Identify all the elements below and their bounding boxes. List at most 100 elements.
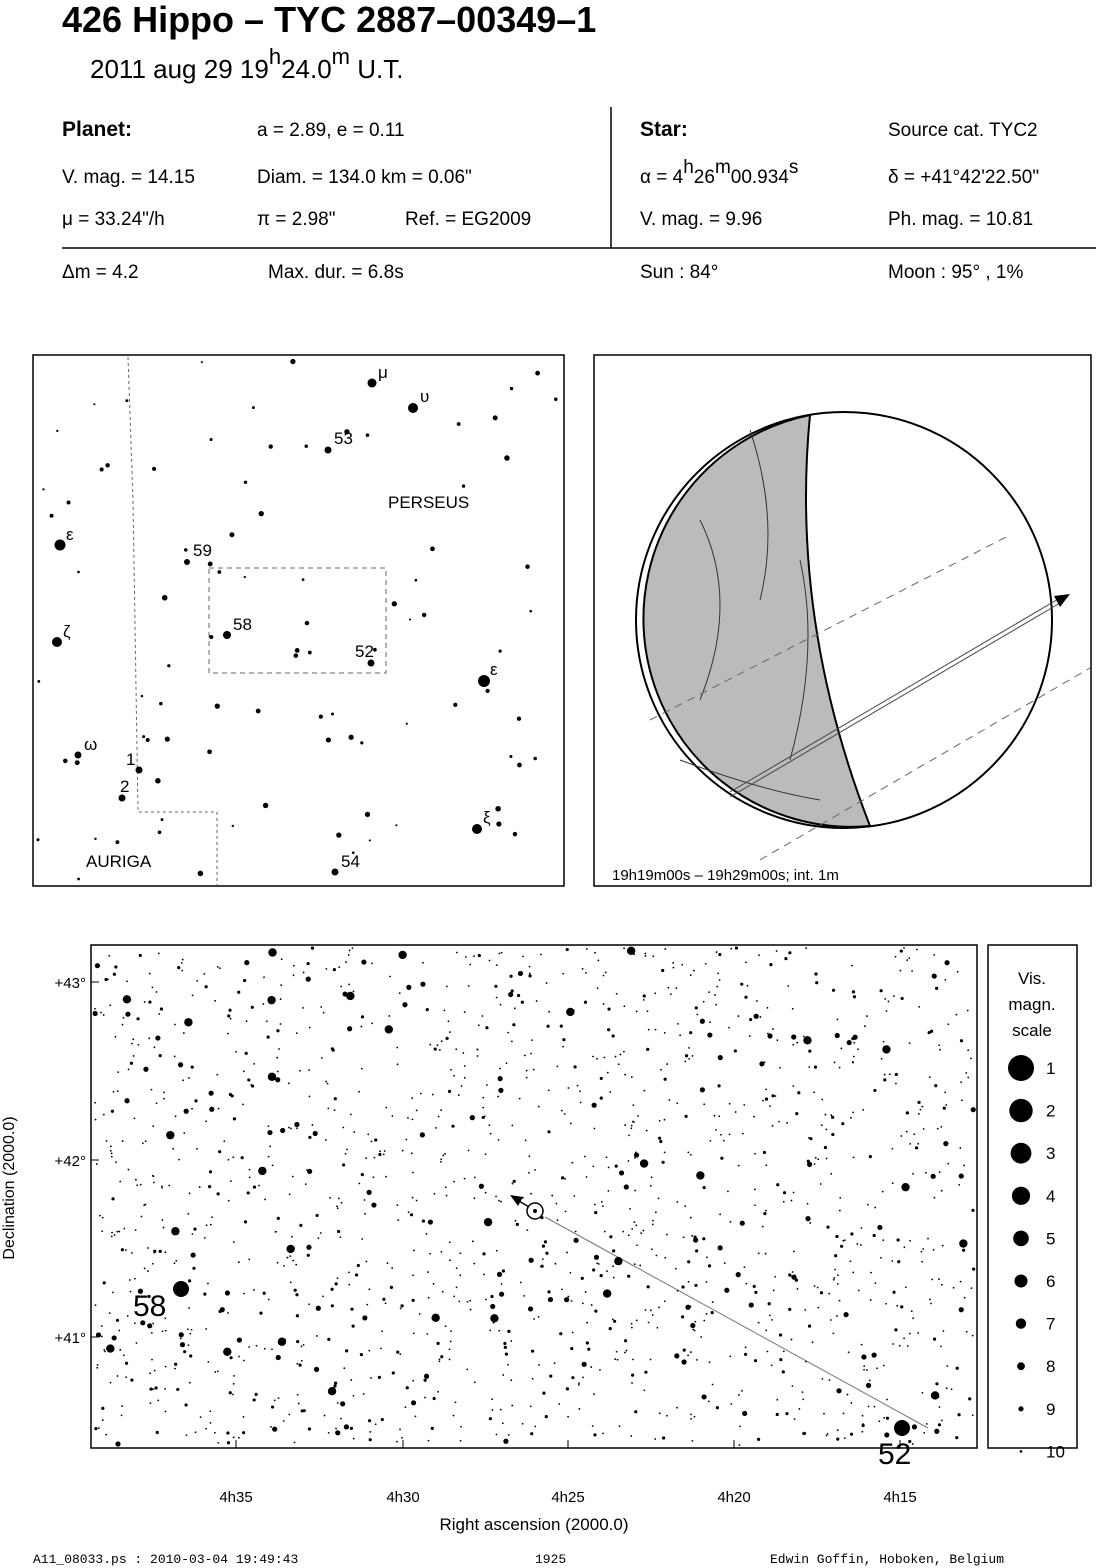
star — [623, 1339, 628, 1343]
star — [541, 1244, 546, 1248]
star — [177, 1062, 184, 1068]
star — [483, 1217, 493, 1227]
star — [528, 972, 531, 975]
star — [547, 1296, 554, 1303]
star — [841, 1122, 845, 1126]
star — [307, 1168, 313, 1175]
star — [966, 1009, 969, 1012]
star — [682, 1348, 686, 1352]
star — [899, 949, 903, 953]
star — [730, 1403, 733, 1405]
star — [938, 1171, 941, 1174]
star — [161, 1330, 164, 1333]
star — [510, 1340, 513, 1342]
star — [652, 1219, 654, 1222]
star — [360, 1025, 363, 1028]
star — [161, 1186, 164, 1189]
star — [145, 738, 150, 742]
star — [967, 1049, 970, 1052]
star — [795, 1112, 799, 1116]
star — [592, 1165, 595, 1168]
star — [772, 1289, 775, 1292]
star — [105, 1140, 108, 1142]
star — [251, 406, 255, 410]
star — [178, 1332, 184, 1338]
star — [152, 1125, 155, 1128]
star — [925, 1423, 928, 1425]
star — [684, 1054, 689, 1058]
star — [308, 1135, 312, 1139]
globe-panel: 19h19m00s – 19h29m00s; int. 1m — [593, 354, 1092, 887]
star — [911, 1424, 918, 1430]
star — [332, 968, 336, 972]
star — [320, 1006, 323, 1008]
star — [840, 1047, 843, 1050]
star — [173, 1055, 176, 1058]
star — [708, 1361, 711, 1364]
star — [152, 466, 157, 471]
star — [782, 1191, 787, 1195]
star — [243, 575, 246, 579]
star — [248, 1168, 251, 1171]
star — [513, 1007, 516, 1010]
star — [94, 1007, 96, 1010]
mu: μ = 33.24"/h — [62, 209, 165, 230]
star — [400, 1304, 404, 1308]
star — [507, 1031, 510, 1034]
star — [911, 1443, 914, 1445]
star — [356, 1263, 360, 1268]
star — [596, 987, 599, 990]
star — [217, 1442, 220, 1444]
star — [553, 1362, 556, 1365]
star — [573, 1195, 576, 1197]
star — [776, 1398, 779, 1401]
star — [666, 1063, 669, 1065]
star — [386, 1262, 389, 1264]
star — [37, 679, 41, 683]
star — [921, 1105, 924, 1108]
star — [581, 1361, 587, 1367]
star — [920, 1250, 923, 1253]
star — [190, 1328, 193, 1331]
star — [894, 1072, 898, 1077]
star — [248, 1176, 251, 1179]
star — [347, 1026, 353, 1032]
star — [295, 1314, 300, 1318]
star — [327, 1431, 330, 1434]
star — [180, 962, 183, 964]
star — [838, 1209, 841, 1212]
star — [181, 969, 184, 972]
star — [94, 1304, 97, 1307]
star — [790, 1199, 793, 1202]
star — [850, 1402, 853, 1404]
star — [466, 1300, 469, 1303]
star — [754, 1290, 758, 1295]
star — [771, 1124, 774, 1127]
star — [207, 1361, 210, 1363]
star — [279, 1023, 282, 1025]
star — [787, 985, 790, 987]
star — [242, 1070, 245, 1073]
star — [842, 1412, 845, 1415]
star — [564, 1177, 566, 1180]
star — [362, 1315, 368, 1321]
star — [689, 974, 692, 977]
x-tick-label: 4h20 — [717, 1489, 750, 1506]
star — [519, 1281, 522, 1284]
star — [634, 1189, 637, 1192]
title: 426 Hippo – TYC 2887–00349–1 — [62, 0, 596, 40]
star — [525, 564, 530, 569]
star — [509, 755, 513, 759]
star — [567, 1087, 570, 1089]
star — [925, 1171, 927, 1174]
pi: π = 2.98" — [257, 209, 336, 230]
star — [490, 1294, 494, 1299]
star — [661, 968, 665, 973]
star — [391, 601, 397, 607]
star — [399, 1307, 402, 1310]
star — [630, 1124, 633, 1127]
star — [507, 1329, 511, 1333]
star — [970, 1107, 976, 1113]
star — [183, 1350, 187, 1354]
star — [213, 1431, 216, 1434]
